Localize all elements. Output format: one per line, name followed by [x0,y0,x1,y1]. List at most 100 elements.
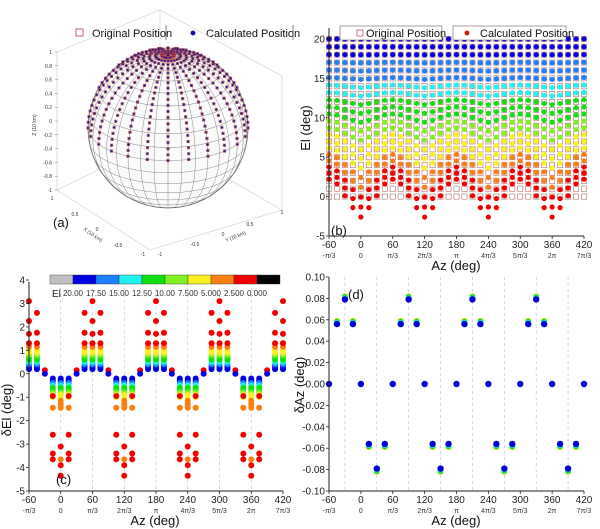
calculated-point [469,177,476,183]
delta-el-point [145,340,152,347]
calculated-point [414,125,420,132]
calculated-point [477,143,484,149]
original-point [189,83,194,88]
calculated-point [429,76,436,82]
calculated-point [565,36,571,42]
calculated-point [334,112,340,118]
calculated-point [366,186,372,193]
calculated-point [541,178,547,184]
x-tick-label: -0.5 [114,243,123,249]
calculated-point [201,112,204,116]
calculated-point [461,52,468,58]
calculated-point [477,109,484,115]
original-point [127,136,131,140]
calculated-point [422,214,428,220]
calculated-point [148,74,151,77]
calculated-point [422,110,428,117]
calculated-point [429,117,436,123]
original-point [200,112,204,116]
calculated-point [146,140,149,143]
calculated-point [477,52,484,58]
calculated-point [187,146,190,149]
original-point [154,65,158,69]
calculated-point [166,92,170,95]
calculated-point [366,76,372,82]
calculated-point [477,68,484,74]
original-point [133,80,137,85]
x-tick-label-radians: 2π/3 [117,508,132,515]
calculated-point [202,118,205,122]
calculated-point [422,93,428,99]
calculated-point [422,52,428,58]
original-point [110,137,114,141]
y-tick-label: 0.04 [306,337,326,348]
delta-az-point [477,320,484,328]
delta-el-point [81,329,88,336]
delta-el-point [89,298,96,305]
calculated-point [493,92,499,98]
calculated-point [509,97,515,103]
delta-az-point [445,440,452,448]
y-tick-label: -0.5 [191,242,200,248]
calculated-point [493,76,499,82]
calculated-point [501,130,507,136]
original-point [151,69,155,73]
calculated-point [92,98,96,102]
calculated-point [150,59,153,62]
calculated-point [517,132,523,138]
calculated-point [469,122,476,129]
original-point [166,81,170,85]
original-point [113,91,117,95]
delta-el-point [145,309,152,316]
x-tick-label: 0 [358,495,364,506]
calculated-point [350,44,356,50]
original-point [237,106,241,110]
calculated-point [485,60,491,66]
calculated-point [453,59,460,65]
x-tick-label: 420 [275,495,292,506]
calculated-point [461,161,468,167]
calculated-point [565,169,571,175]
delta-el-point [224,309,231,316]
calculated-point [429,143,436,149]
original-point [158,71,162,75]
sphere-points [86,46,250,163]
calculated-point [382,59,388,65]
calculated-point [533,177,539,183]
original-point [117,86,121,90]
original-point [581,185,587,192]
panel-d-axes: -60-π/30060π/31202π/3180π2404π/33005π/33… [302,273,593,516]
calculated-point [565,161,571,168]
original-point [246,120,250,124]
calculated-point [429,186,436,193]
calculated-point [187,152,190,155]
calculated-point [157,62,160,65]
calculated-point [382,52,388,58]
original-point [105,79,109,83]
x-tick-label: -1 [141,252,146,258]
x-tick-label: 300 [512,495,529,506]
calculated-point [342,154,348,160]
original-point [228,107,232,111]
delta-el-point [57,456,64,463]
calculated-point [238,106,241,109]
calculated-point [358,85,364,91]
calculated-point [453,104,460,110]
original-point [397,193,404,200]
calculated-point [177,81,180,84]
calculated-point [557,100,563,107]
original-point [166,159,170,163]
z-tick-label: 0.6 [45,78,52,84]
calculated-point [406,154,412,160]
calculated-point [130,73,133,76]
original-point [334,185,340,192]
calculated-point [549,60,555,66]
calculated-point [477,125,484,132]
original-point [120,102,124,106]
calculated-point [406,75,412,81]
calculated-point [358,137,364,143]
original-point [192,89,196,93]
x-tick-label-radians: 4π/3 [481,508,496,515]
calculated-point [565,59,571,66]
calculated-point [573,147,579,154]
